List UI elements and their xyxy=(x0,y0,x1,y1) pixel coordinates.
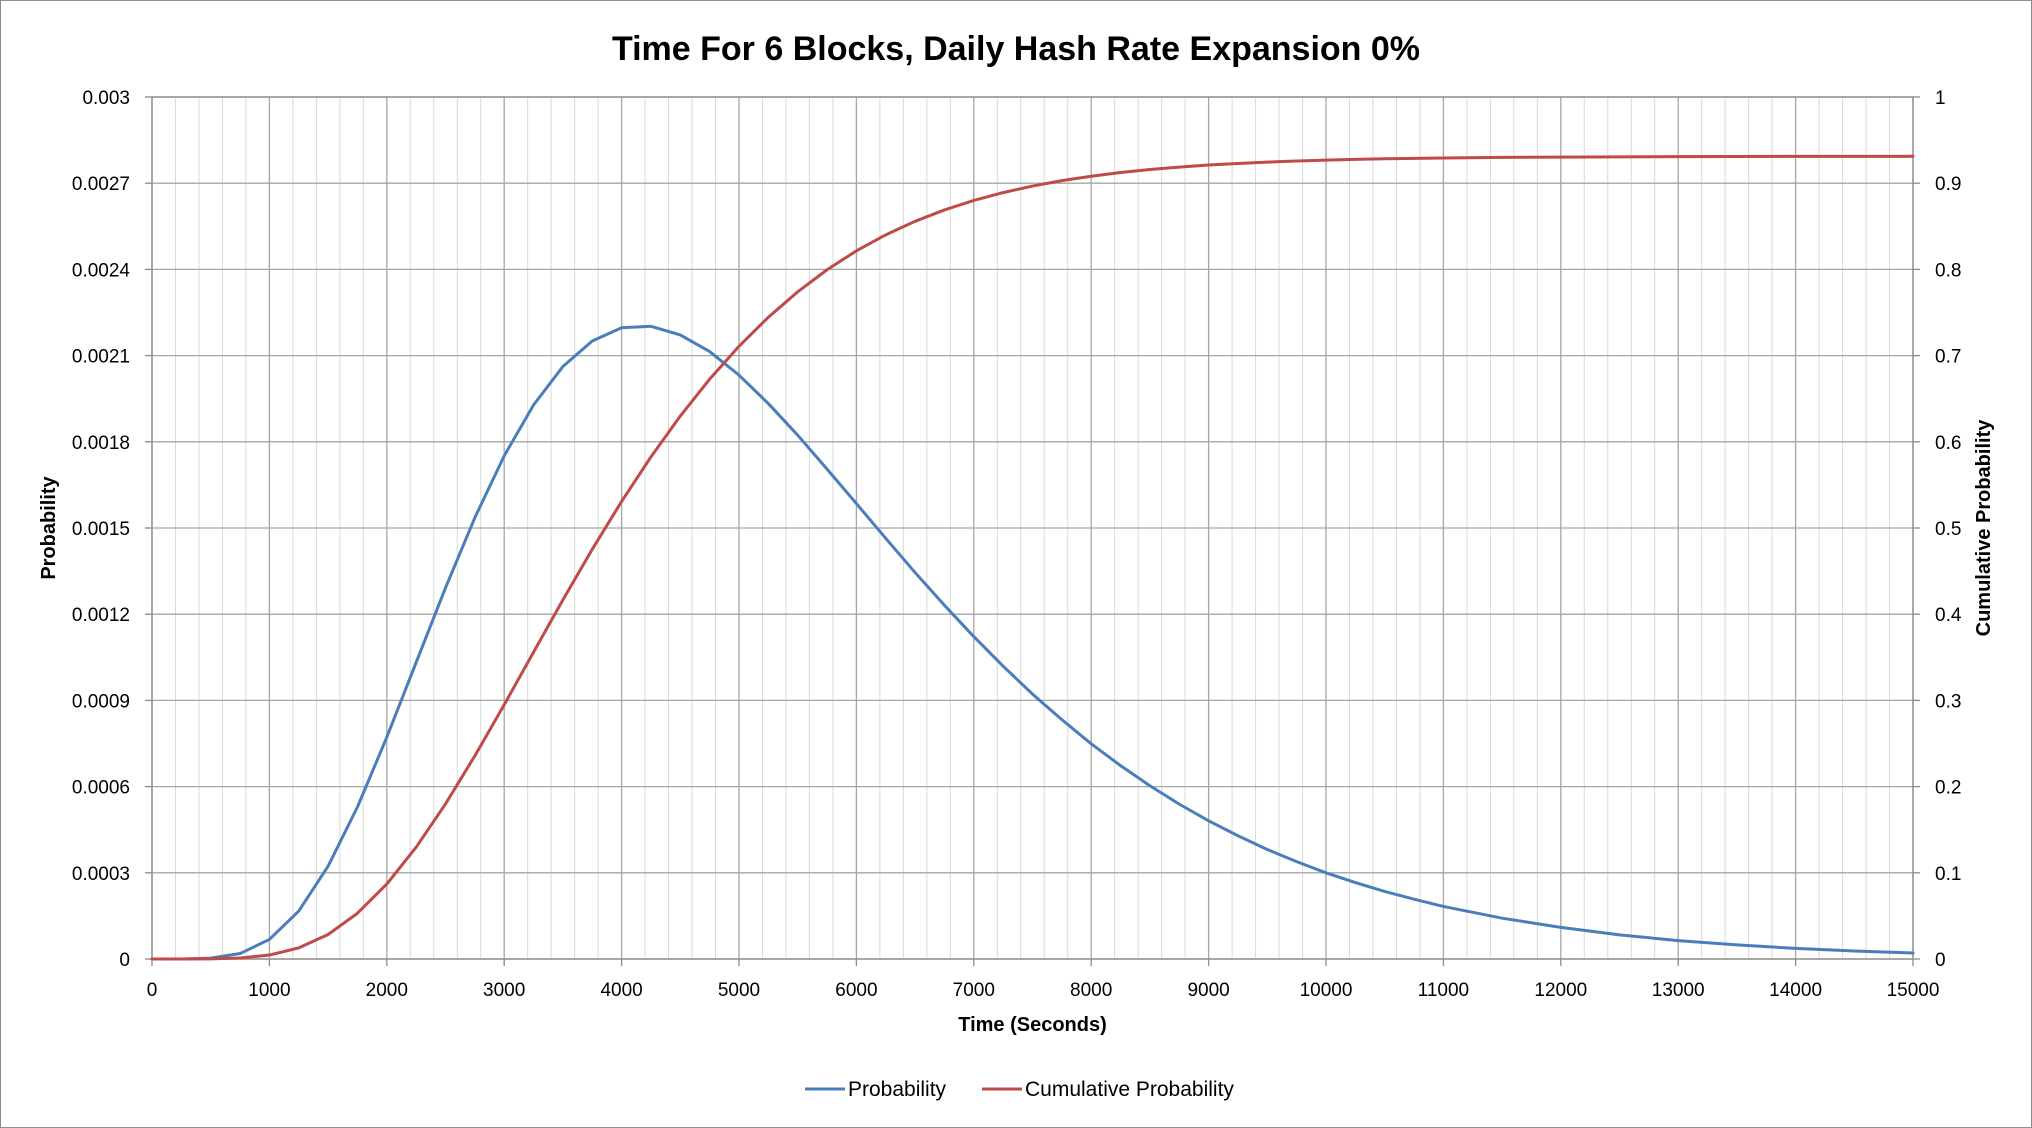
series-line-1 xyxy=(150,154,1915,961)
y-tick-label: 0.0024 xyxy=(72,260,131,281)
y-tick-label: 0.0012 xyxy=(72,605,130,626)
x-axis-tick-labels: 0 1000 2000 3000 4000 5000 6000 7000 8000 9000 100… xyxy=(147,959,1940,1001)
y2-tick-label: 0.4 xyxy=(1935,605,1962,626)
x-tick-label: 1000 xyxy=(248,980,290,1001)
x-tick-label: 5000 xyxy=(718,980,760,1001)
series-cumulative-probability xyxy=(150,154,1915,961)
x-tick-label: 8000 xyxy=(1070,980,1112,1001)
x-tick-label: 7000 xyxy=(953,980,995,1001)
series-probability xyxy=(150,324,1915,961)
x-tick-label: 2000 xyxy=(366,980,408,1001)
y-tick-label: 0.0009 xyxy=(72,691,130,712)
y2-tick-label: 0.8 xyxy=(1935,260,1961,281)
x-tick-label: 4000 xyxy=(600,980,642,1001)
series-layer xyxy=(150,154,1915,961)
y-tick-label: 0.0003 xyxy=(72,864,130,885)
x-tick-label: 6000 xyxy=(835,980,877,1001)
major-gridlines xyxy=(152,97,1913,959)
legend-label-cumulative-probability: Cumulative Probability xyxy=(1025,1078,1234,1101)
y-tick-label: 0.0006 xyxy=(72,778,130,799)
y-axis-title: Probability xyxy=(38,475,60,579)
x-tick-label: 11000 xyxy=(1418,980,1469,1001)
y2-tick-label: 0.2 xyxy=(1935,778,1961,799)
y-tick-label: 0.003 xyxy=(82,88,130,109)
x-tick-label: 3000 xyxy=(483,980,525,1001)
y2-tick-label: 0 xyxy=(1935,950,1946,971)
x-tick-label: 10000 xyxy=(1300,980,1353,1001)
chart-title: Time For 6 Blocks, Daily Hash Rate Expan… xyxy=(612,30,1420,68)
y2-tick-label: 0.6 xyxy=(1935,433,1961,454)
y-axis-tick-labels: 0 0.0003 0.0006 0.0009 0.0012 0.0015 0.0018 0.0… xyxy=(72,88,152,971)
y-tick-label: 0.0018 xyxy=(72,433,130,454)
y2-axis-title: Cumulative Probability xyxy=(1973,419,1995,637)
y2-tick-label: 0.5 xyxy=(1935,519,1961,540)
x-tick-label: 12000 xyxy=(1534,980,1587,1001)
y-tick-label: 0.0027 xyxy=(72,174,130,195)
y-tick-label: 0.0021 xyxy=(72,347,130,368)
y2-tick-label: 0.7 xyxy=(1935,347,1961,368)
y2-tick-label: 0.3 xyxy=(1935,691,1961,712)
legend-label-probability: Probability xyxy=(848,1078,947,1101)
y2-axis-tick-labels: 0 0.1 0.2 0.3 0.4 0.5 0.6 0.7 0.8 0.9 1 xyxy=(1913,88,1962,971)
y2-tick-label: 0.1 xyxy=(1935,864,1961,885)
x-tick-label: 13000 xyxy=(1652,980,1705,1001)
series-line-0 xyxy=(150,324,1915,961)
x-tick-label: 9000 xyxy=(1187,980,1229,1001)
x-tick-label: 14000 xyxy=(1769,980,1822,1001)
x-tick-label: 0 xyxy=(147,980,158,1001)
legend: Probability Cumulative Probability xyxy=(805,1078,1234,1101)
y-tick-label: 0.0015 xyxy=(72,519,130,540)
y2-tick-label: 1 xyxy=(1935,88,1946,109)
y2-tick-label: 0.9 xyxy=(1935,174,1961,195)
x-axis-title: Time (Seconds) xyxy=(958,1014,1107,1036)
x-tick-label: 15000 xyxy=(1887,980,1940,1001)
y-tick-label: 0 xyxy=(119,950,130,971)
